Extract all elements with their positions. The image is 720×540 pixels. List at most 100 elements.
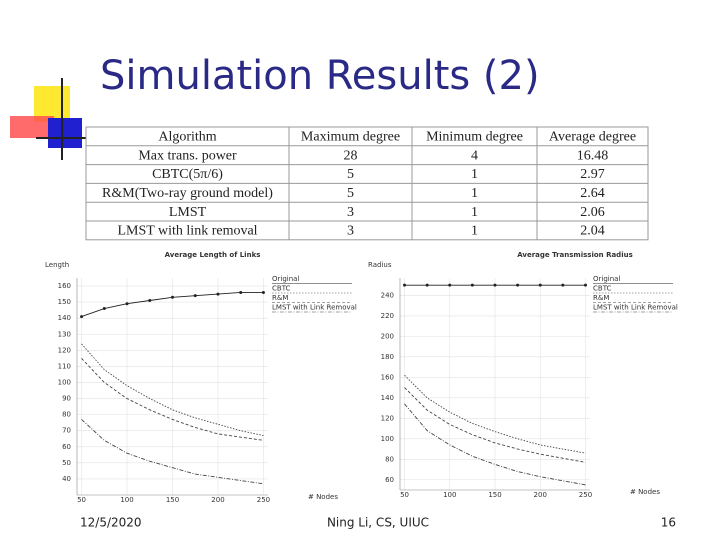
cell: 2.64 — [580, 186, 605, 201]
y-tick-label: 100 — [381, 435, 394, 443]
y-tick-label: 70 — [62, 427, 71, 435]
y-tick-label: 130 — [58, 330, 71, 338]
series-line — [81, 343, 264, 436]
y-tick-label: 160 — [58, 282, 71, 290]
y-tick-label: 120 — [381, 414, 394, 422]
series-line — [81, 358, 264, 441]
legend-label: LMST with Link Removal — [593, 304, 678, 312]
y-tick-label: 80 — [385, 455, 394, 463]
footer-date: 12/5/2020 — [80, 516, 142, 530]
point — [125, 302, 129, 306]
y-tick-label: 120 — [58, 346, 71, 354]
chart-title: Average Transmission Radius — [517, 251, 633, 259]
x-tick-label: 200 — [534, 491, 547, 499]
x-tick-label: 250 — [257, 496, 270, 504]
x-axis-label: # Nodes — [308, 493, 338, 501]
cell: 5 — [347, 167, 354, 182]
cell: 2.04 — [580, 224, 605, 239]
x-tick-label: 100 — [120, 496, 133, 504]
x-tick-label: 250 — [579, 491, 592, 499]
series-line — [81, 419, 264, 485]
y-tick-label: 180 — [381, 353, 394, 361]
point — [493, 283, 497, 287]
point — [470, 283, 474, 287]
cell: Max trans. power — [138, 148, 237, 163]
point — [561, 283, 565, 287]
cell: 16.48 — [577, 148, 609, 163]
y-tick-label: 140 — [381, 394, 394, 402]
header-cell: Average degree — [549, 130, 636, 145]
x-tick-label: 50 — [400, 491, 409, 499]
x-tick-label: 150 — [166, 496, 179, 504]
cell: LMST with link removal — [117, 224, 257, 239]
point — [216, 292, 220, 296]
slide-title: Simulation Results (2) — [100, 53, 540, 99]
deco-blue — [48, 118, 82, 148]
y-tick-label: 240 — [381, 291, 394, 299]
legend-label: Original — [593, 275, 620, 283]
cell: LMST — [169, 205, 207, 220]
series-line — [404, 374, 586, 454]
y-tick-label: 40 — [62, 475, 71, 483]
y-tick-label: 100 — [58, 378, 71, 386]
header-cell: Algorithm — [158, 130, 216, 145]
point — [403, 283, 407, 287]
y-tick-label: 50 — [62, 459, 71, 467]
y-tick-label: 150 — [58, 298, 71, 306]
cell: 2.97 — [580, 167, 605, 182]
point — [583, 283, 587, 287]
y-tick-label: 160 — [381, 373, 394, 381]
cell: 1 — [471, 205, 478, 220]
x-tick-label: 150 — [488, 491, 501, 499]
footer-page: 16 — [661, 516, 676, 530]
legend-label: R&M — [272, 294, 288, 302]
x-tick-label: 100 — [443, 491, 456, 499]
line-chart: Average Transmission Radius Radius # Nodes… — [368, 251, 678, 499]
point — [261, 290, 265, 294]
cell: 3 — [347, 205, 354, 220]
y-tick-label: 60 — [62, 443, 71, 451]
charts: Average Length of Links Length # Nodes 40 50… — [45, 251, 678, 504]
y-tick-label: 200 — [381, 332, 394, 340]
point — [102, 307, 106, 311]
cell: R&M(Two-ray ground model) — [102, 186, 273, 201]
legend-label: CBTC — [593, 285, 612, 293]
cell: 1 — [471, 167, 478, 182]
legend-label: Original — [272, 275, 299, 283]
point — [239, 290, 243, 294]
y-tick-label: 140 — [58, 314, 71, 322]
table: Algorithm Maximum degree Minimum degree Ave… — [85, 126, 649, 241]
legend-label: R&M — [593, 294, 609, 302]
point — [516, 283, 520, 287]
y-axis-label: Length — [45, 261, 69, 269]
line-chart: Average Length of Links Length # Nodes 40 50… — [45, 251, 357, 504]
series-line — [404, 403, 586, 486]
point — [425, 283, 429, 287]
x-axis-label: # Nodes — [630, 488, 660, 496]
x-tick-label: 50 — [77, 496, 86, 504]
y-axis-label: Radius — [368, 261, 392, 269]
cell: 28 — [344, 148, 358, 163]
x-tick-label: 200 — [211, 496, 224, 504]
y-tick-label: 90 — [62, 395, 71, 403]
cell: 3 — [347, 224, 354, 239]
cell: CBTC(5π/6) — [152, 167, 223, 182]
y-tick-label: 60 — [385, 476, 394, 484]
cell: 1 — [471, 224, 478, 239]
legend-label: CBTC — [272, 285, 291, 293]
y-tick-label: 110 — [58, 362, 71, 370]
y-tick-label: 220 — [381, 312, 394, 320]
footer-author: Ning Li, CS, UIUC — [327, 516, 429, 530]
series-line — [404, 387, 586, 463]
cell: 1 — [471, 186, 478, 201]
header-cell: Maximum degree — [301, 130, 400, 145]
point — [80, 315, 84, 319]
point — [171, 295, 174, 299]
y-tick-label: 80 — [62, 411, 71, 419]
point — [148, 299, 152, 303]
deco-red — [10, 116, 54, 138]
header-cell: Minimum degree — [426, 130, 523, 145]
point — [448, 283, 452, 287]
cell: 2.06 — [580, 205, 605, 220]
